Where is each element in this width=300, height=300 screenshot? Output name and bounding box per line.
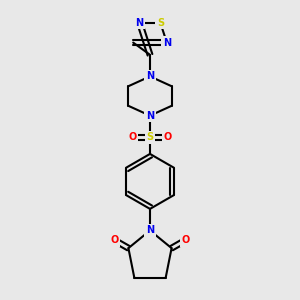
Text: N: N	[146, 226, 154, 236]
Text: N: N	[146, 71, 154, 81]
Text: N: N	[163, 38, 171, 48]
Text: O: O	[110, 235, 119, 245]
Text: S: S	[157, 18, 164, 28]
Text: S: S	[146, 132, 154, 142]
Text: N: N	[146, 111, 154, 121]
Text: O: O	[181, 235, 190, 245]
Text: O: O	[164, 132, 172, 142]
Text: N: N	[136, 18, 144, 28]
Text: O: O	[128, 132, 136, 142]
